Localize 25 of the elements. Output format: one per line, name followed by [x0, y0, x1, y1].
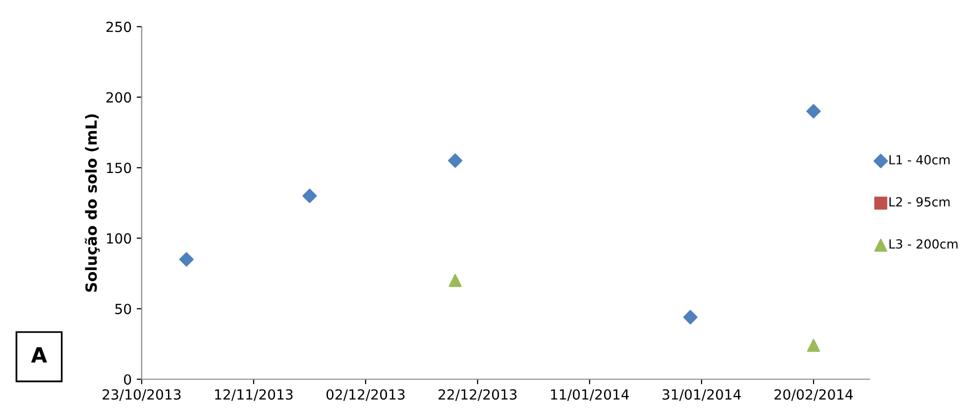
point — [448, 153, 462, 168]
point — [448, 274, 462, 288]
y-tick-label: 250 — [106, 22, 132, 32]
x-tick-label: 02/12/2013 — [326, 389, 405, 401]
point — [683, 310, 698, 324]
y-tick-label: 100 — [106, 233, 132, 244]
y-tick-label: 50 — [115, 304, 132, 314]
legend-label: L3 - 200cm — [890, 239, 958, 249]
x-tick-label: 20/02/2014 — [774, 389, 853, 401]
y-tick-label: 200 — [106, 92, 132, 103]
x-tick-label: 12/11/2013 — [215, 389, 293, 401]
point — [806, 104, 821, 118]
point — [302, 188, 317, 204]
y-tick-label: 0 — [124, 374, 132, 385]
x-tick-label: 31/01/2014 — [662, 389, 741, 401]
x-tick-label: 22/12/2013 — [438, 389, 517, 401]
legend-label: L1 - 40cm — [890, 155, 950, 164]
text: A — [31, 347, 48, 362]
point — [179, 252, 194, 267]
y-tick-label: 150 — [106, 162, 132, 174]
point — [807, 338, 820, 352]
legend-label: L2 - 95cm — [890, 197, 950, 207]
y-axis-title: Solução do solo (mL) — [84, 114, 100, 292]
x-tick-label: 23/10/2013 — [102, 389, 181, 401]
x-tick-label: 11/01/2014 — [551, 389, 629, 401]
